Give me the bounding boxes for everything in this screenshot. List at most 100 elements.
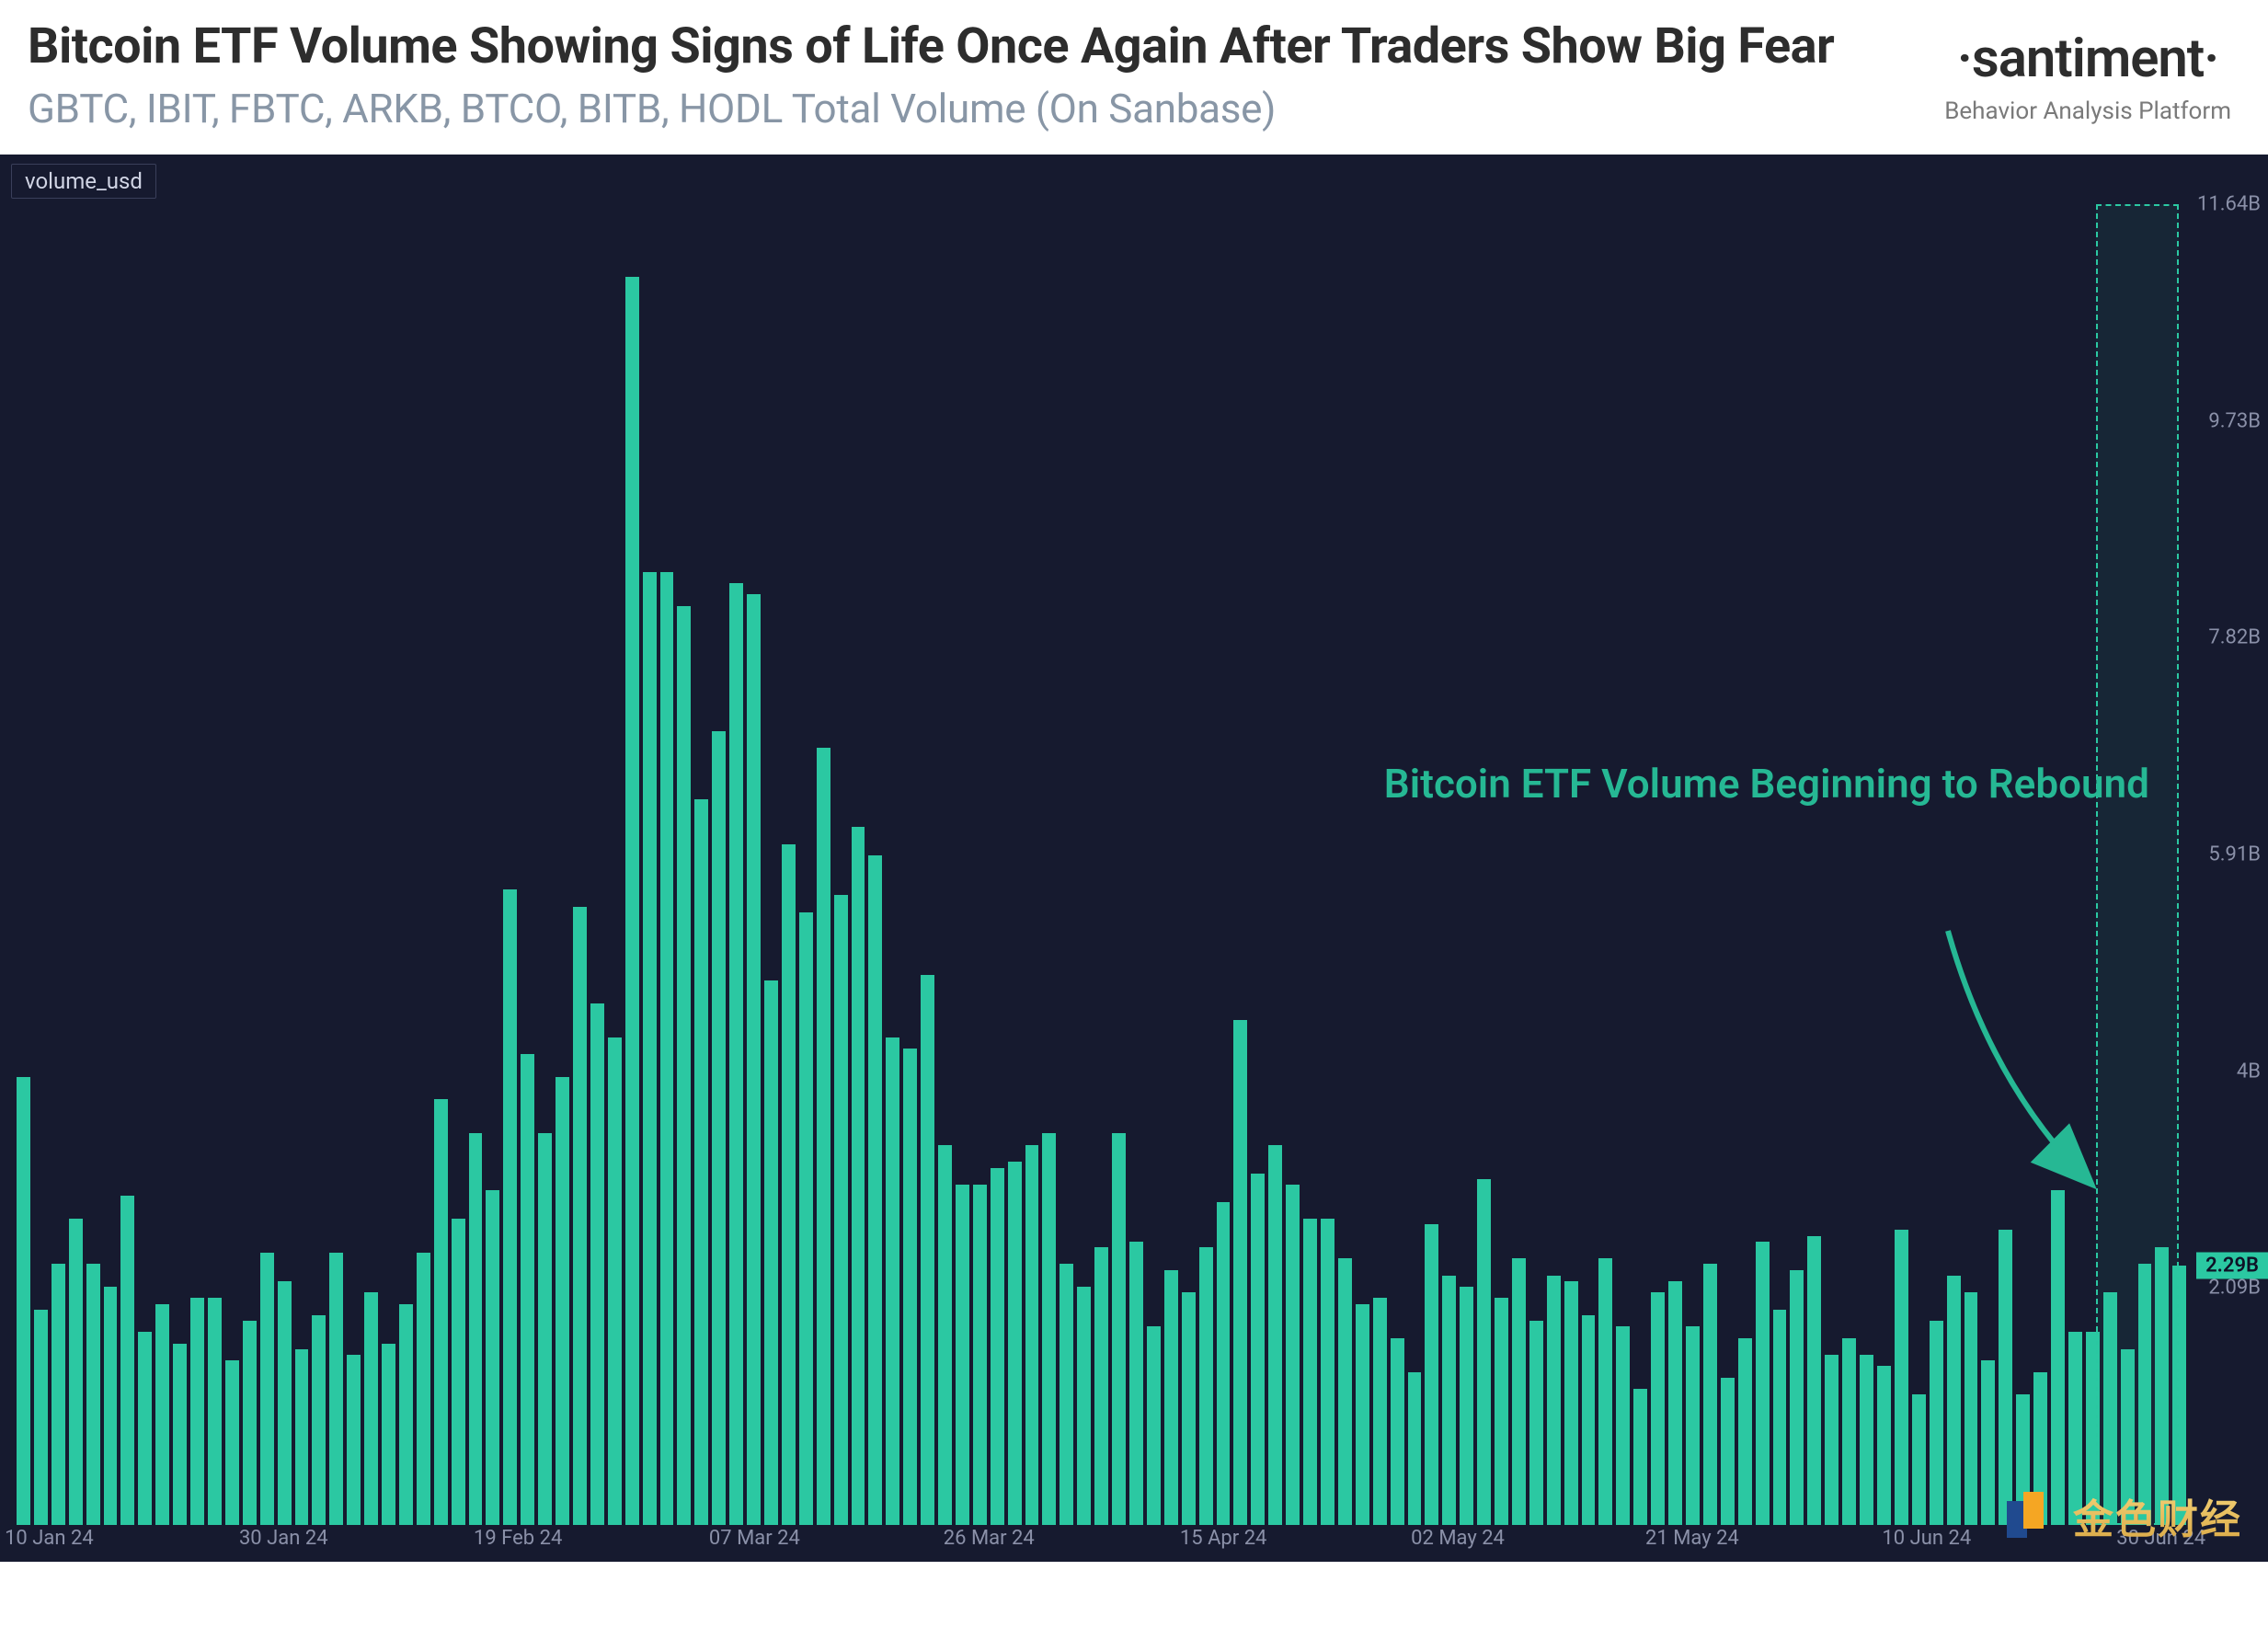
bar [173,1344,187,1525]
bar [1094,1247,1108,1525]
bar [1651,1292,1665,1525]
bar [782,844,796,1525]
bar [1895,1230,1908,1525]
bar [1182,1292,1196,1525]
bar [956,1185,969,1525]
bar [1947,1276,1961,1525]
bar [312,1315,326,1525]
bar [1425,1224,1438,1525]
bar [1981,1360,1995,1525]
bar [243,1321,257,1525]
bar [590,1003,604,1525]
bar [434,1099,448,1525]
bar [764,980,778,1525]
bar [729,583,743,1525]
brand-block: ·santiment· Behavior Analysis Platform [1944,18,2231,125]
bar [1008,1162,1022,1525]
bar [1373,1298,1387,1525]
header-left: Bitcoin ETF Volume Showing Signs of Life… [28,18,1944,132]
bar [643,572,657,1525]
bar [660,572,674,1525]
bar [1686,1326,1700,1525]
bar [382,1344,395,1525]
bar [556,1077,569,1525]
y-tick-label: 11.64B [2197,193,2261,216]
bar [208,1298,222,1525]
x-tick-label: 02 May 24 [1411,1527,1505,1550]
bar [1408,1372,1422,1526]
bar [1721,1378,1735,1525]
bar [694,799,708,1526]
bar [452,1219,465,1525]
bar [486,1190,499,1525]
watermark-logo-icon [2001,1486,2060,1545]
x-tick-label: 26 Mar 24 [944,1527,1035,1550]
bar [503,889,517,1525]
bar [1807,1236,1821,1526]
bar [1495,1298,1508,1525]
bar [1303,1219,1317,1525]
bar [1842,1338,1856,1526]
bar [1738,1338,1752,1526]
watermark-text: 金色财经 [2073,1486,2242,1545]
bar [1077,1287,1091,1525]
annotation-text: Bitcoin ETF Volume Beginning to Rebound [1384,759,2149,809]
bar [625,277,639,1525]
bar [1582,1315,1596,1525]
x-tick-label: 07 Mar 24 [709,1527,800,1550]
page-subtitle: GBTC, IBIT, FBTC, ARKB, BTCO, BITB, HODL… [28,85,1944,132]
bar [278,1281,292,1525]
bar [225,1360,239,1525]
bar [1147,1326,1161,1525]
bar [1930,1321,1943,1525]
bar [1286,1185,1300,1525]
watermark: 金色财经 [2001,1486,2242,1545]
bar [1860,1355,1873,1525]
bar [1529,1321,1543,1525]
bar [1912,1394,1926,1525]
bar [1668,1281,1682,1525]
bar [938,1145,952,1525]
bar [868,855,882,1525]
bar [1825,1355,1838,1525]
bar [1633,1389,1647,1525]
bar [2051,1190,2065,1525]
header: Bitcoin ETF Volume Showing Signs of Life… [0,0,2268,155]
bar [1338,1258,1352,1525]
bar [86,1264,100,1525]
bar [1060,1264,1073,1525]
bar [1356,1304,1369,1526]
y-current-marker: 2.29B [2196,1252,2268,1278]
legend-chip: volume_usd [11,164,156,199]
bar [1460,1287,1473,1525]
x-tick-label: 15 Apr 24 [1180,1527,1267,1550]
bar [903,1049,917,1525]
bar [1477,1179,1491,1525]
y-tick-label: 7.82B [2208,626,2261,649]
y-tick-label: 2.09B [2208,1277,2261,1300]
bar [817,748,830,1525]
bar [1391,1338,1404,1526]
bar [1790,1270,1804,1526]
bar [295,1349,309,1525]
bar [1268,1145,1282,1525]
bar [329,1253,343,1525]
plot-area: Bitcoin ETF Volume Beginning to Rebound [17,204,2187,1525]
bar [399,1304,413,1526]
bar [1112,1133,1126,1525]
bar [886,1037,899,1525]
bar [17,1077,30,1525]
bar [921,975,934,1525]
y-axis: 11.64B9.73B7.82B5.91B4B2.09B2.29B [2189,204,2268,1525]
bar [52,1264,65,1525]
bar [991,1168,1004,1526]
x-axis: 10 Jan 2430 Jan 2419 Feb 2407 Mar 2426 M… [17,1527,2187,1558]
bar [469,1133,483,1525]
bar [417,1253,430,1525]
bar [799,912,813,1525]
bar [138,1332,152,1525]
x-tick-label: 10 Jun 24 [1882,1527,1971,1550]
bar [1251,1174,1265,1525]
bar [69,1219,83,1525]
bar [712,731,726,1526]
